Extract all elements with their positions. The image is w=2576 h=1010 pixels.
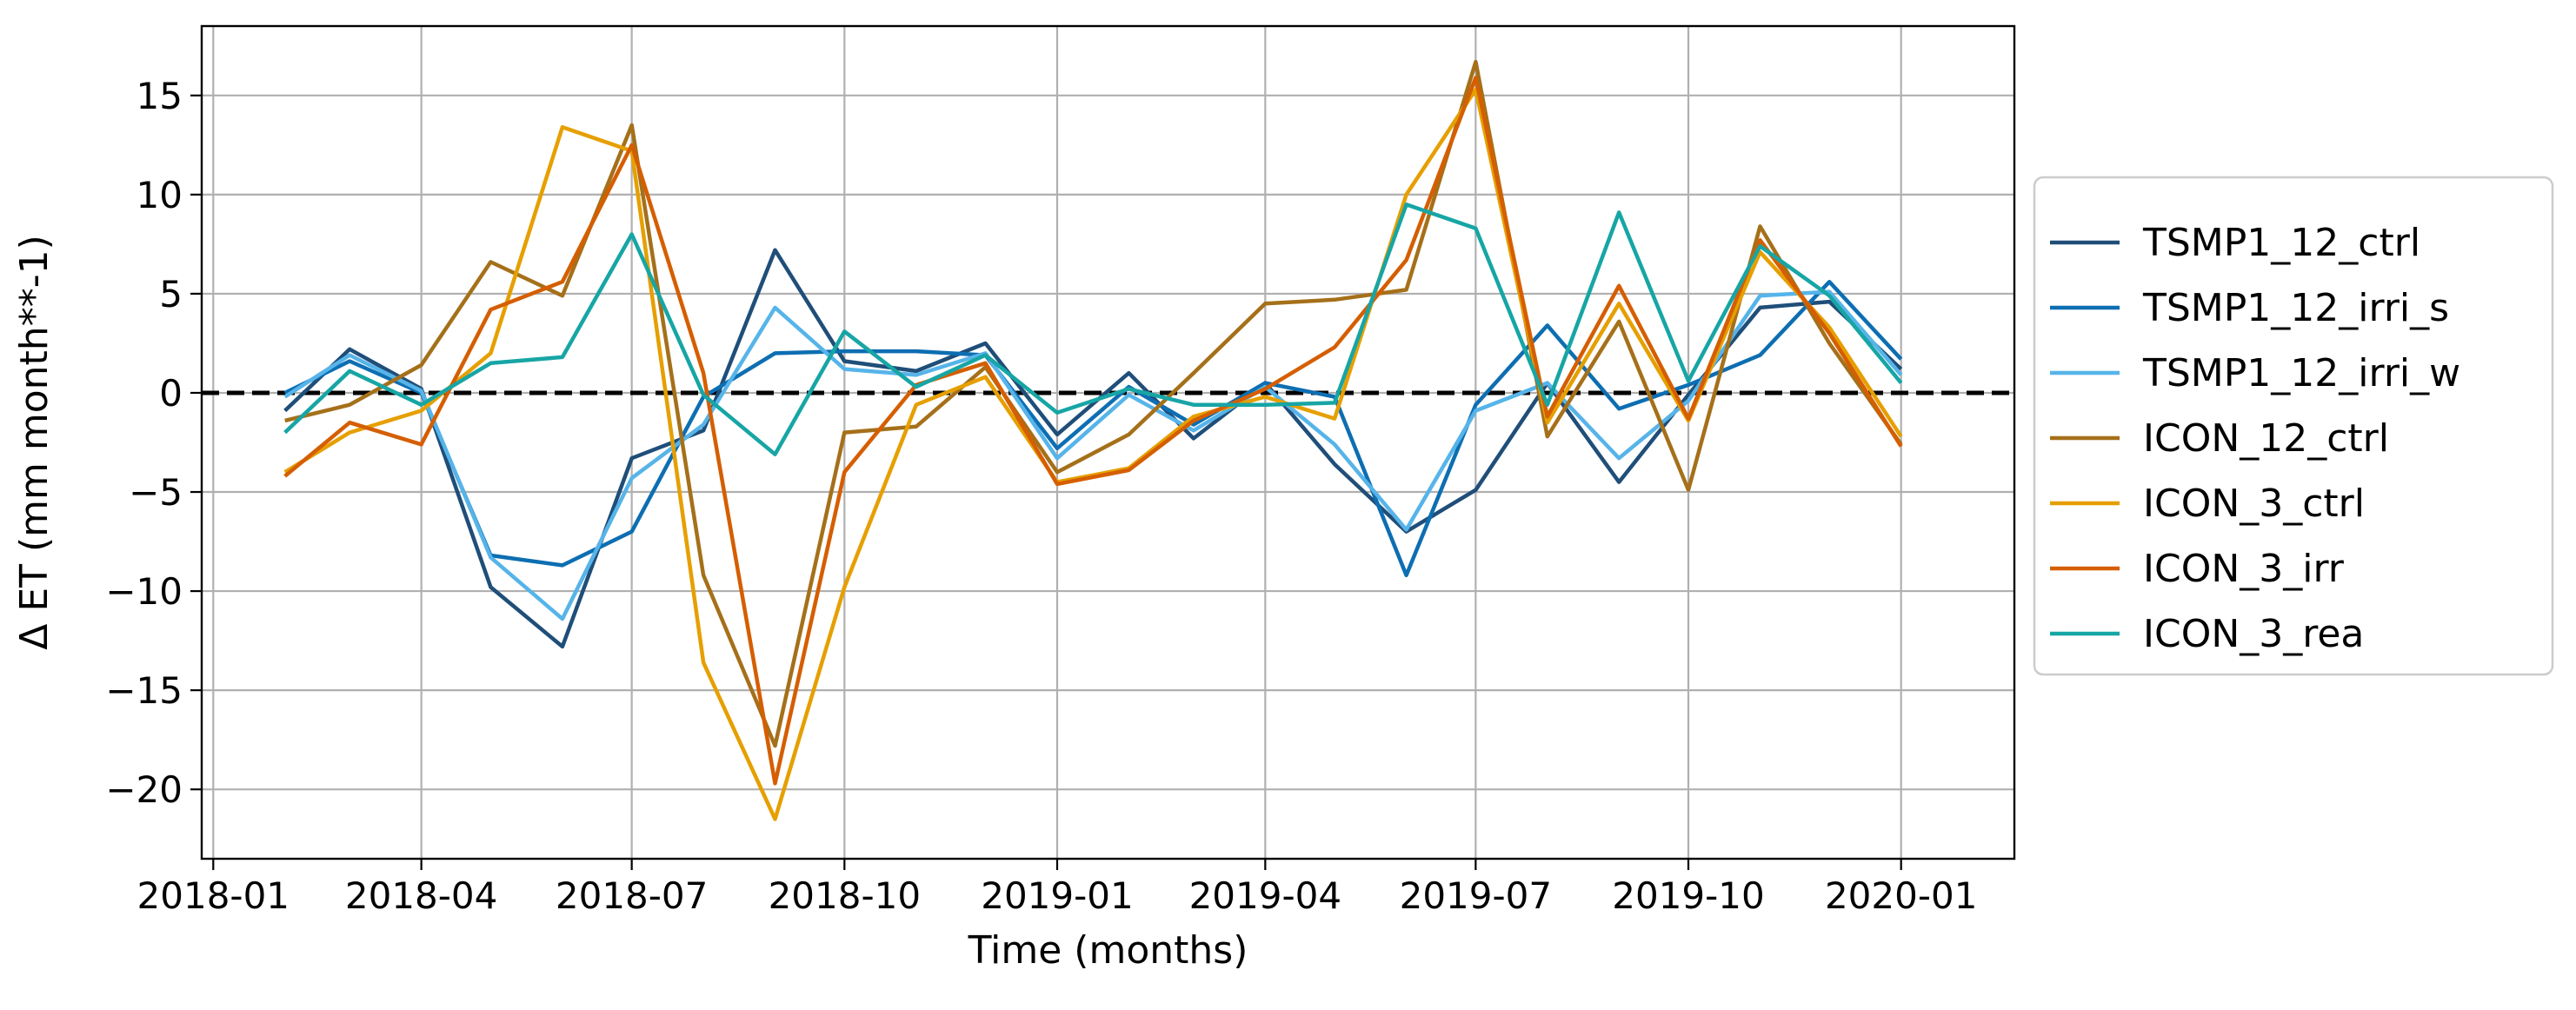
y-tick-label: −5 <box>129 471 183 514</box>
legend-label: ICON_3_irr <box>2143 547 2345 591</box>
x-axis-ticks: 2018-01 2018-04 2018-07 2018-10 2019-01 2019-… <box>137 859 1978 917</box>
legend-label: ICON_3_ctrl <box>2143 482 2365 526</box>
x-tick-label: 2019-07 <box>1400 874 1553 917</box>
x-tick-label: 2018-01 <box>137 874 290 917</box>
y-tick-label: −20 <box>105 768 183 811</box>
y-tick-label: −15 <box>105 669 183 712</box>
legend-label: ICON_12_ctrl <box>2143 416 2389 461</box>
series-line-TSMP1_12_irri_s <box>283 279 1903 578</box>
x-tick-label: 2019-01 <box>981 874 1134 917</box>
x-axis-label: Time (months) <box>968 928 1248 973</box>
y-axis-label: Δ ET (mm month**-1) <box>12 235 57 649</box>
plot-frame <box>200 24 2016 860</box>
y-tick-label: −10 <box>105 570 183 613</box>
x-tick-label: 2019-10 <box>1612 874 1765 917</box>
x-tick-label: 2019-04 <box>1189 874 1342 917</box>
series-line-ICON_3_irr <box>283 76 1903 786</box>
series-line-ICON_3_rea <box>283 203 1903 456</box>
x-tick-label: 2018-07 <box>556 874 709 917</box>
y-tick-label: 15 <box>136 75 183 117</box>
series-line-ICON_12_ctrl <box>284 59 1903 748</box>
series-line-TSMP1_12_irri_w <box>283 289 1903 621</box>
x-tick-label: 2020-01 <box>1825 874 1978 917</box>
legend-label: TSMP1_12_irri_w <box>2142 351 2460 395</box>
legend: TSMP1_12_ctrl TSMP1_12_irri_s TSMP1_12_irr… <box>2033 176 2554 676</box>
legend-label: TSMP1_12_ctrl <box>2142 221 2420 265</box>
x-tick-label: 2018-10 <box>769 874 922 917</box>
legend-label: ICON_3_rea <box>2143 612 2364 656</box>
series-line-TSMP1_12_ctrl <box>283 248 1903 649</box>
series-lines <box>283 59 1903 821</box>
y-axis-ticks: 15 10 5 0 −5 −10 −15 −20 <box>105 75 202 811</box>
legend-frame <box>2033 176 2554 676</box>
y-tick-label: 0 <box>159 372 183 415</box>
gridlines <box>202 26 2014 859</box>
y-tick-label: 5 <box>159 273 183 316</box>
x-tick-label: 2018-04 <box>345 874 498 917</box>
legend-label: TSMP1_12_irri_s <box>2142 286 2449 330</box>
y-tick-label: 10 <box>136 174 183 216</box>
